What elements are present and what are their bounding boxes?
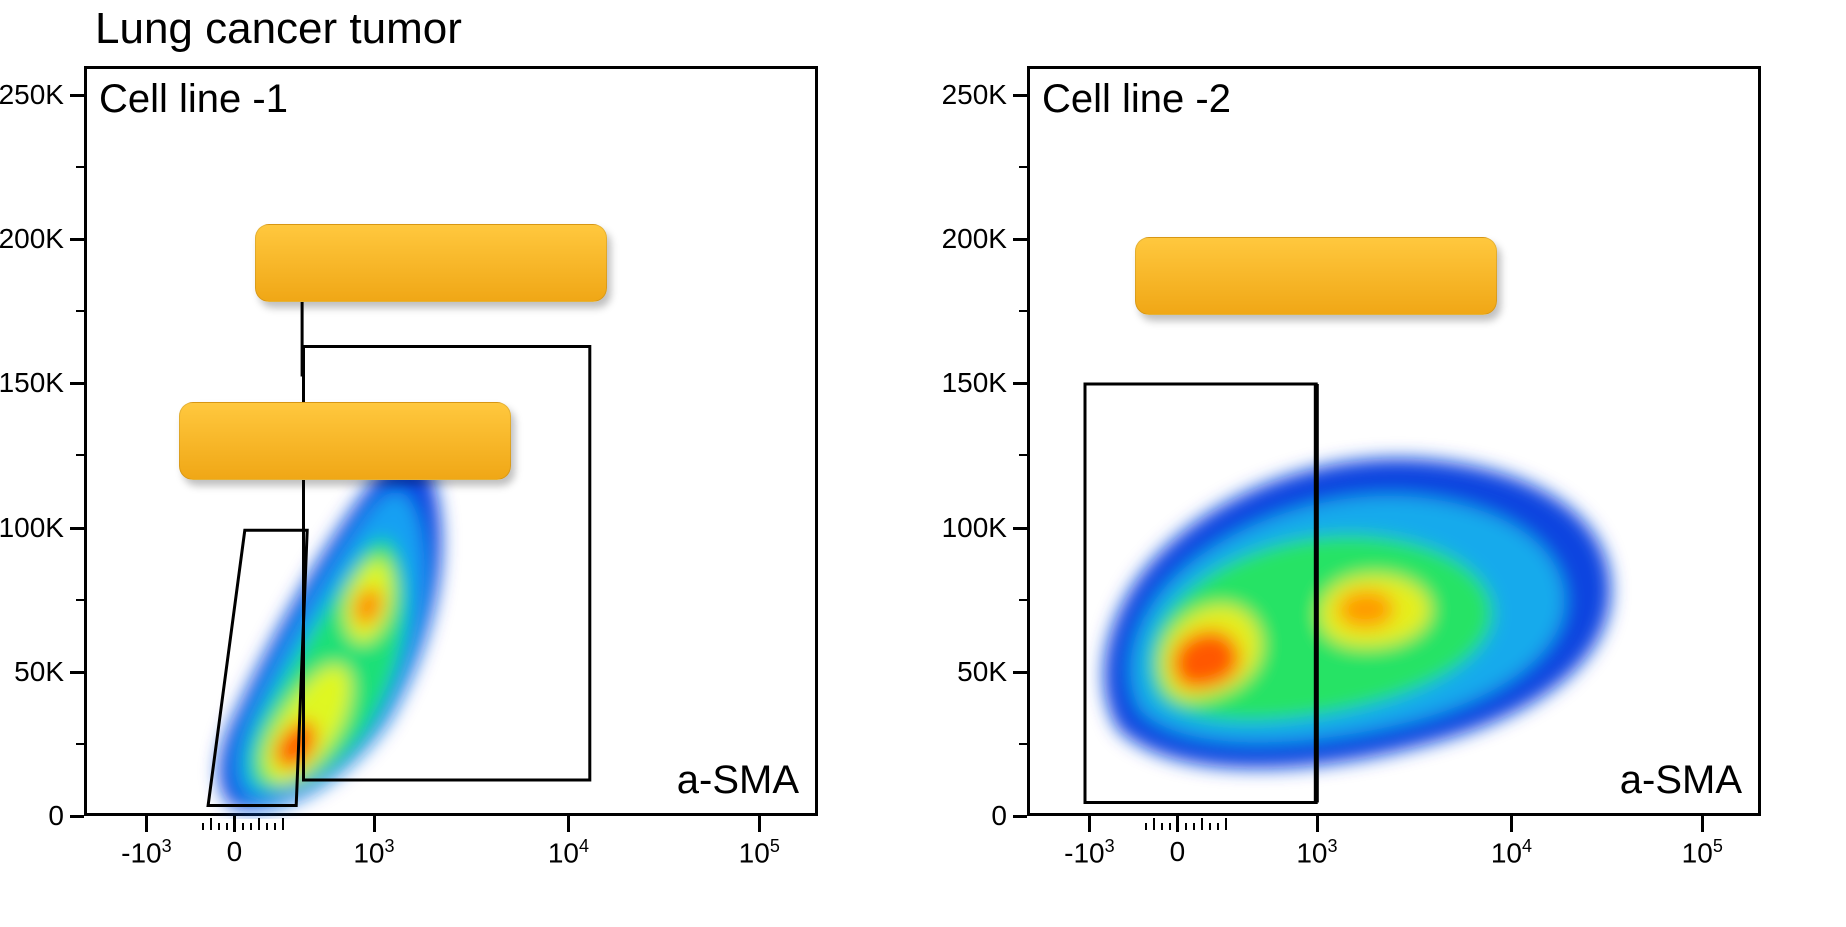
x-tick-label: 0 [1170, 836, 1186, 868]
x-minor-ticks [1027, 816, 1761, 830]
y-tick [70, 671, 84, 674]
y-tick-minor [76, 310, 84, 312]
y-tick [1013, 671, 1027, 674]
y-tick [70, 238, 84, 241]
y-tick-minor [76, 454, 84, 456]
x-axis-title: a-SMA [1620, 758, 1742, 803]
y-tick-label: 0 [0, 800, 64, 832]
x-tick-label: 0 [227, 836, 243, 868]
y-tick-label: 200K [0, 223, 64, 255]
y-tick [1013, 527, 1027, 530]
y-tick-minor [1019, 743, 1027, 745]
y-tick-label: 50K [0, 656, 64, 688]
panel-2: Cell line -2a-SMA050K100K150K200K250K-10… [1027, 66, 1761, 816]
panel-title: Cell line -1 [99, 77, 288, 122]
figure-page: Lung cancer tumor Cell line -1 a-SMA 0 50K 1… [0, 0, 1846, 927]
panel-1: Cell line -1a-SMA050K100K150K200K250K-10… [84, 66, 818, 816]
y-tick-label: 150K [0, 367, 64, 399]
y-tick-label: 0 [927, 800, 1007, 832]
y-tick [70, 382, 84, 385]
y-tick [1013, 815, 1027, 818]
y-tick-minor [76, 166, 84, 168]
y-tick [1013, 94, 1027, 97]
y-tick [70, 527, 84, 530]
y-tick [1013, 238, 1027, 241]
y-tick-minor [76, 599, 84, 601]
x-tick-label: 104 [548, 836, 589, 869]
y-tick-label: 50K [927, 656, 1007, 688]
y-tick-label: 100K [927, 512, 1007, 544]
y-tick-minor [1019, 599, 1027, 601]
annotation-badge [255, 224, 607, 302]
x-tick-label: 103 [1296, 836, 1337, 869]
y-tick-minor [76, 743, 84, 745]
annotation-badge [179, 402, 511, 480]
x-tick-label: 105 [1682, 836, 1723, 869]
y-tick-label: 100K [0, 512, 64, 544]
y-tick-minor [1019, 454, 1027, 456]
y-tick [1013, 382, 1027, 385]
annotation-badge [1135, 237, 1497, 315]
x-minor-ticks [84, 816, 818, 830]
plot-frame: Cell line -1 a-SMA [84, 66, 818, 816]
x-tick-label: 104 [1491, 836, 1532, 869]
x-tick-label: -103 [121, 836, 171, 869]
y-tick-minor [1019, 310, 1027, 312]
figure-title: Lung cancer tumor [95, 4, 462, 54]
y-tick-label: 250K [927, 79, 1007, 111]
x-tick-label: -103 [1064, 836, 1114, 869]
y-tick-label: 150K [927, 367, 1007, 399]
plot-frame: Cell line -2 a-SMA [1027, 66, 1761, 816]
panel-title: Cell line -2 [1042, 77, 1231, 122]
x-tick-label: 105 [739, 836, 780, 869]
y-tick-label: 200K [927, 223, 1007, 255]
y-tick-label: 250K [0, 79, 64, 111]
x-axis-title: a-SMA [677, 758, 799, 803]
gates [1030, 69, 1764, 819]
x-tick-label: 103 [353, 836, 394, 869]
y-tick-minor [1019, 166, 1027, 168]
y-tick [70, 815, 84, 818]
y-tick [70, 94, 84, 97]
